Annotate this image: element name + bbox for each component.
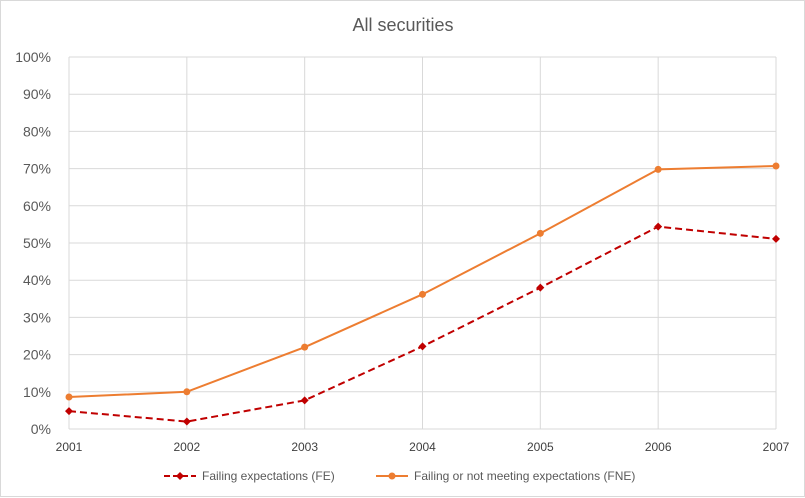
grid-lines <box>68 56 777 430</box>
data-point <box>654 165 662 173</box>
legend-label: Failing or not meeting expectations (FNE… <box>414 469 635 483</box>
series-group <box>65 162 780 426</box>
y-tick-label: 80% <box>23 123 51 139</box>
data-point <box>301 343 309 351</box>
y-tick-label: 50% <box>23 235 51 251</box>
legend-marker <box>176 472 184 480</box>
y-tick-label: 20% <box>23 347 51 363</box>
data-point <box>182 417 191 426</box>
y-tick-label: 10% <box>23 384 51 400</box>
y-tick-label: 30% <box>23 309 51 325</box>
x-tick-label: 2005 <box>527 440 554 454</box>
y-tick-label: 60% <box>23 198 51 214</box>
x-tick-label: 2004 <box>409 440 436 454</box>
data-point <box>300 396 309 405</box>
data-point <box>536 283 545 292</box>
data-point <box>65 393 73 401</box>
data-point <box>65 407 73 416</box>
y-tick-label: 100% <box>15 49 51 65</box>
legend-item-1: Failing expectations (FE) <box>164 469 335 483</box>
legend-marker <box>388 472 396 480</box>
legend-item-2: Failing or not meeting expectations (FNE… <box>376 469 635 483</box>
series-2 <box>65 162 780 401</box>
data-point <box>418 342 427 351</box>
x-tick-label: 2006 <box>645 440 672 454</box>
y-tick-label: 90% <box>23 86 51 102</box>
x-axis-ticks: 2001 2002 2003 2004 2005 2006 2007 <box>56 440 790 454</box>
x-tick-label: 2007 <box>763 440 790 454</box>
x-tick-label: 2002 <box>173 440 200 454</box>
data-point <box>183 388 191 396</box>
y-tick-label: 40% <box>23 272 51 288</box>
data-point <box>772 162 780 170</box>
data-point <box>772 234 780 243</box>
data-point <box>419 290 426 298</box>
legend: Failing expectations (FE) Failing or not … <box>164 469 635 483</box>
y-tick-label: 0% <box>31 421 51 437</box>
series-1 <box>65 222 780 426</box>
y-axis-ticks: 0% 10% 20% 30% 40% 50% 60% 70% 80% 90% 100% <box>15 49 51 437</box>
x-tick-label: 2003 <box>291 440 318 454</box>
legend-label: Failing expectations (FE) <box>202 469 335 483</box>
data-point <box>536 229 544 237</box>
x-tick-label: 2001 <box>56 440 83 454</box>
y-tick-label: 70% <box>23 161 51 177</box>
chart-title: All securities <box>352 15 453 35</box>
data-point <box>654 222 663 231</box>
